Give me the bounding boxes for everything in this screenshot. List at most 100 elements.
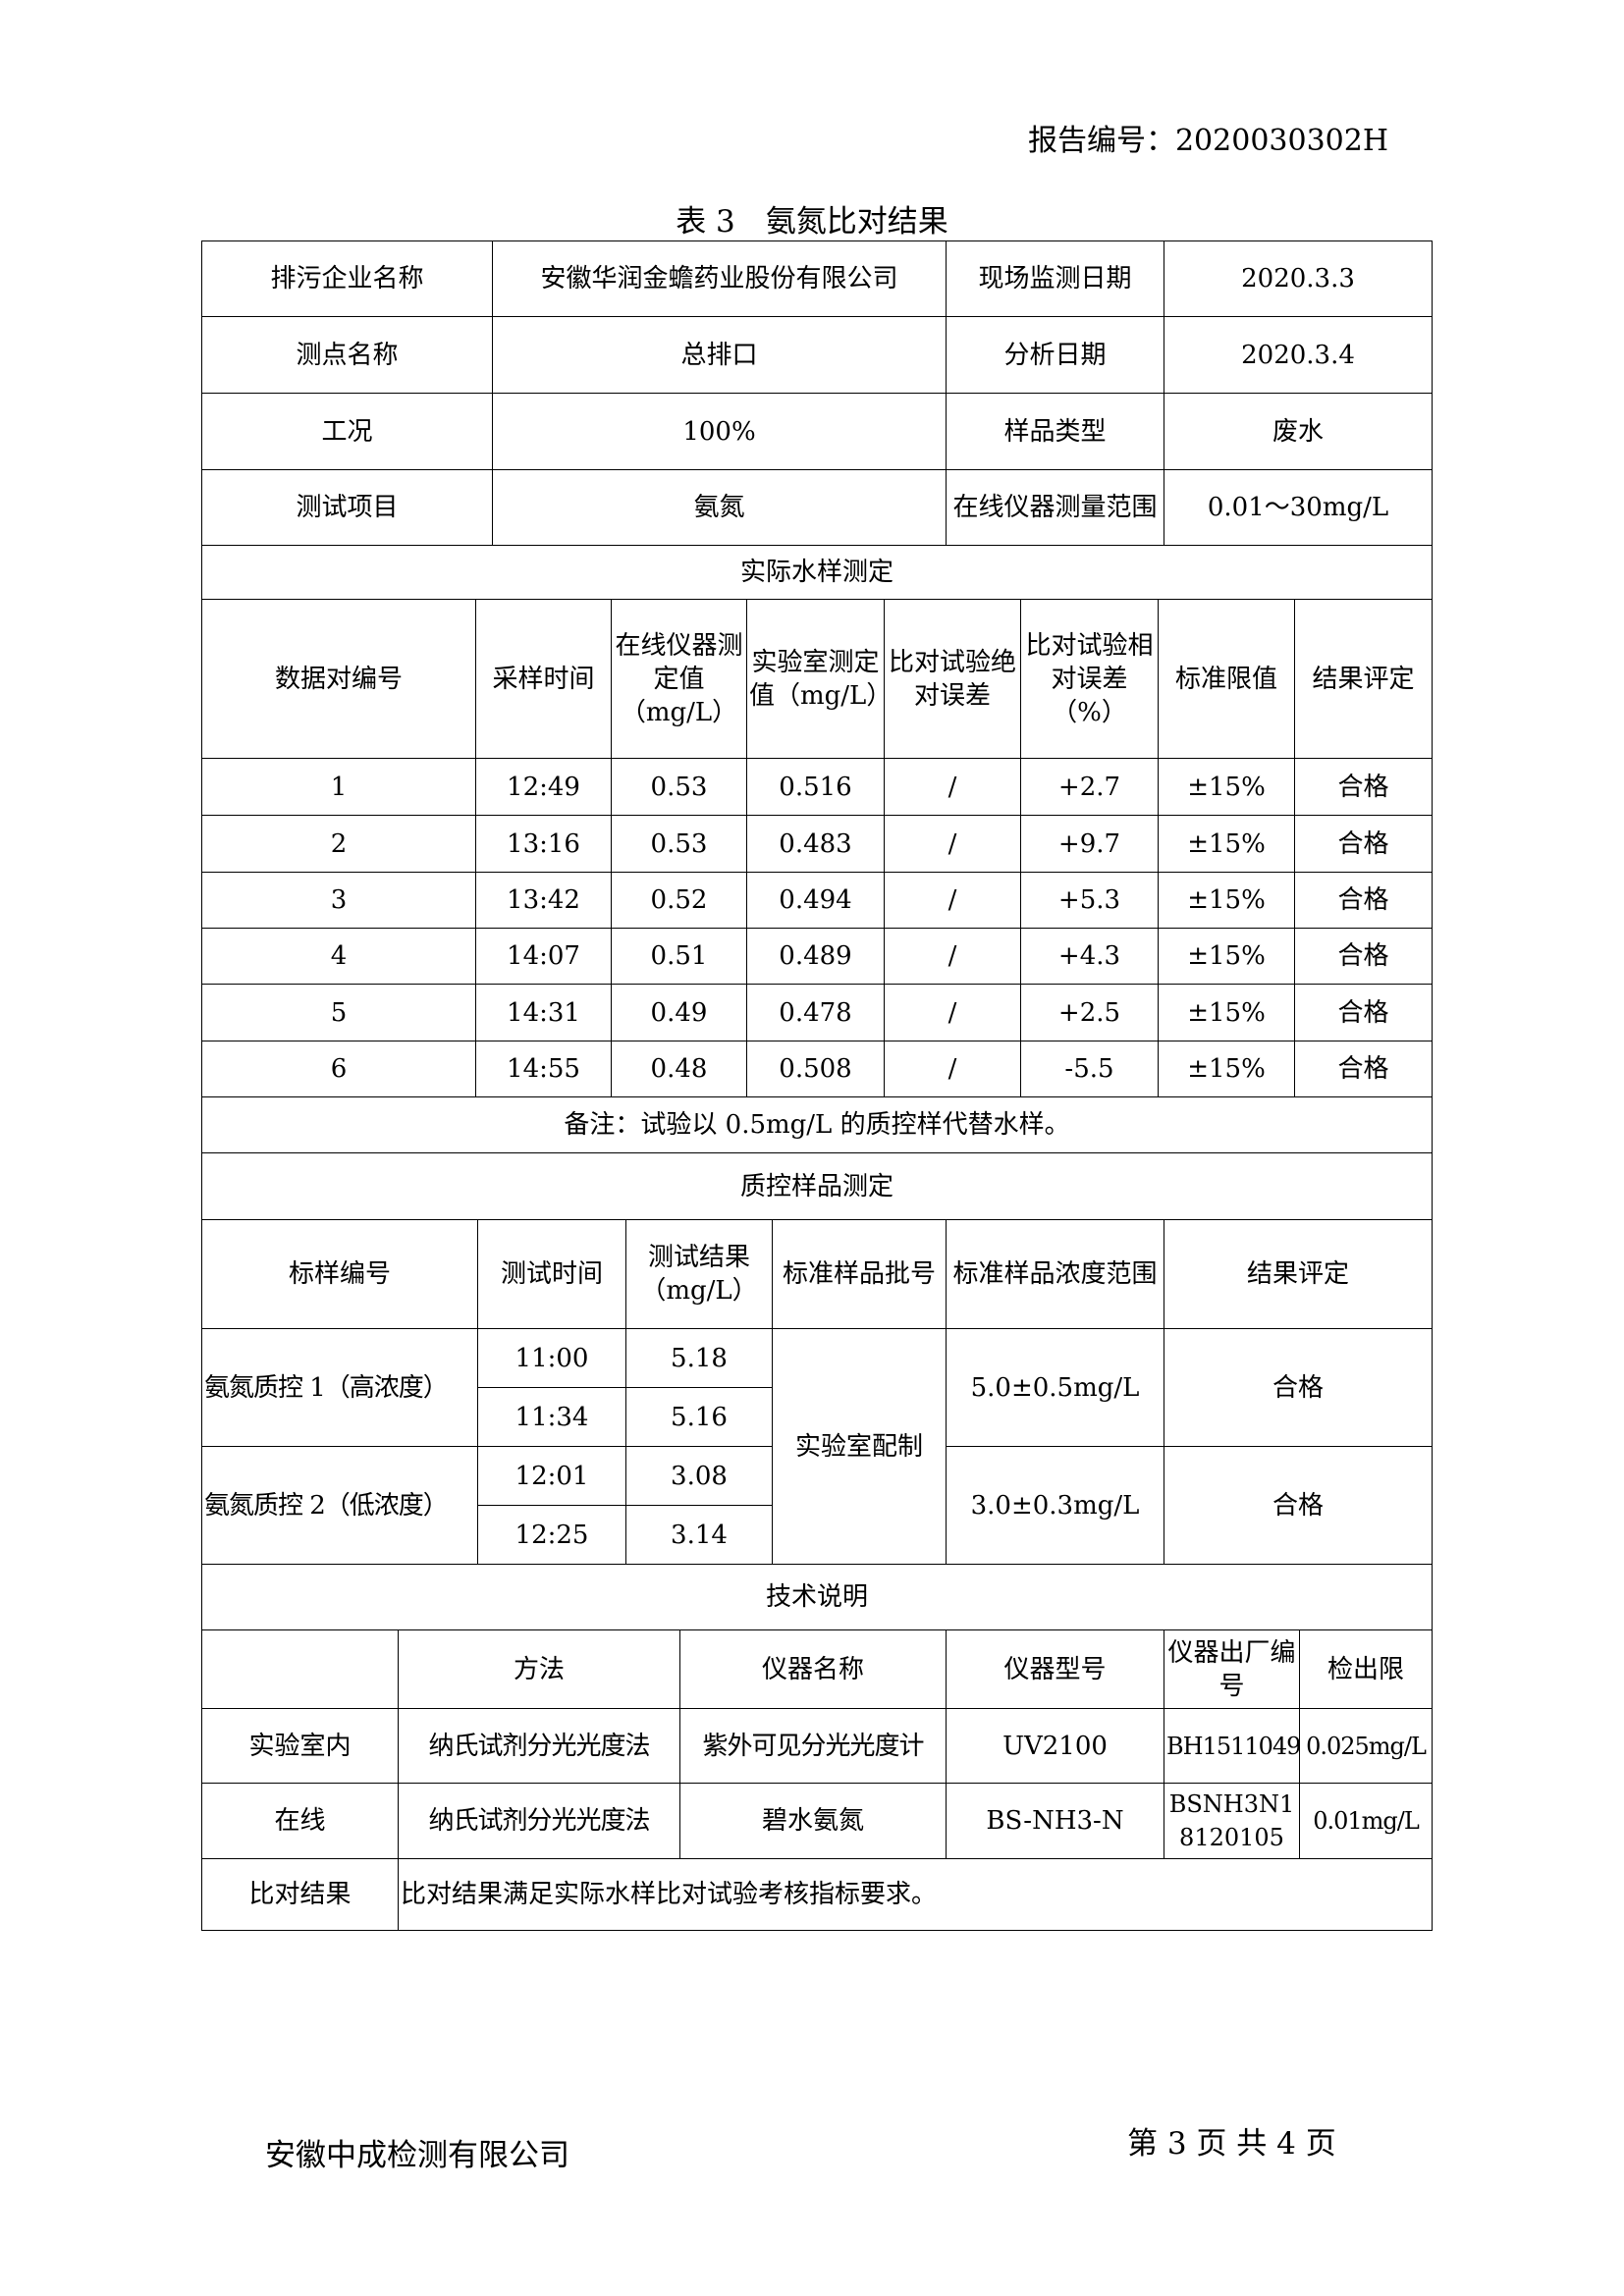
tech-cell: BSNH3N18120105 [1164,1783,1300,1859]
onsite-date-label: 现场监测日期 [946,240,1164,317]
tech-cell: BH1511049 [1164,1708,1300,1784]
tech-header [201,1629,399,1709]
actual-cell: 0.48 [611,1041,747,1097]
footer-company: 安徽中成检测有限公司 [265,2138,569,2173]
qc-sample-name: 氨氮质控 1（高浓度） [201,1328,478,1447]
qc-header: 测试结果（mg/L） [625,1219,773,1329]
item-label: 测试项目 [201,469,493,546]
qc-header: 标准样品浓度范围 [946,1219,1164,1329]
condition-label: 工况 [201,393,493,470]
tech-cell: 纳氏试剂分光光度法 [398,1708,680,1784]
tech-section-title: 技术说明 [201,1564,1433,1630]
point-label: 测点名称 [201,316,493,394]
item-value: 氨氮 [492,469,947,546]
actual-header: 结果评定 [1294,599,1433,759]
table-row: 2 13:16 0.53 0.483/+9.7 ±15% 合格 [201,815,1433,873]
qc-section-title: 质控样品测定 [201,1152,1433,1220]
table-row: 3 13:42 0.52 0.494/+5.3 ±15% 合格 [201,872,1433,929]
qc-result: 5.18 [625,1328,773,1388]
actual-cell: 0.483 [746,815,885,873]
actual-cell: / [884,758,1021,816]
qc-header: 标样编号 [201,1219,478,1329]
actual-cell: / [884,984,1021,1041]
actual-cell: 0.53 [611,815,747,873]
tech-cell: 0.025mg/L [1299,1708,1433,1784]
tech-cell: UV2100 [946,1708,1164,1784]
actual-cell: ±15% [1158,815,1295,873]
qc-time: 12:25 [477,1505,626,1565]
qc-sample-name: 氨氮质控 2（低浓度） [201,1446,478,1565]
sample-type-label: 样品类型 [946,393,1164,470]
actual-cell: 0.516 [746,758,885,816]
actual-section-title: 实际水样测定 [201,545,1433,600]
analysis-date-value: 2020.3.4 [1164,316,1433,394]
qc-range: 3.0±0.3mg/L [946,1446,1164,1565]
conclusion-label: 比对结果 [201,1858,399,1931]
tech-header: 仪器出厂编号 [1164,1629,1300,1709]
tech-cell: 实验室内 [201,1708,399,1784]
actual-cell: 0.53 [611,758,747,816]
qc-verdict: 合格 [1164,1328,1433,1447]
actual-cell: +9.7 [1020,815,1159,873]
actual-header: 在线仪器测定值（mg/L） [611,599,747,759]
table-row: 1 12:49 0.53 0.516/+2.7 ±15% 合格 [201,758,1433,816]
tech-header: 检出限 [1299,1629,1433,1709]
actual-cell: 13:42 [475,872,612,929]
actual-cell: 0.49 [611,984,747,1041]
qc-verdict: 合格 [1164,1446,1433,1565]
point-value: 总排口 [492,316,947,394]
table-title: 表 3 氨氮比对结果 [676,204,948,240]
range-value: 0.01～30mg/L [1164,469,1433,546]
actual-cell: / [884,928,1021,985]
actual-cell: 合格 [1294,872,1433,929]
actual-cell: ±15% [1158,928,1295,985]
actual-cell: +2.5 [1020,984,1159,1041]
actual-table: 数据对编号 采样时间 在线仪器测定值（mg/L） 实验室测定值（mg/L） 比对试验绝对… [201,599,1433,1220]
qc-table: 标样编号 测试时间 测试结果（mg/L） 标准样品批号 标准样品浓度范围 结果评… [201,1219,1433,1630]
qc-batch: 实验室配制 [772,1328,947,1565]
actual-cell: 2 [201,815,476,873]
actual-cell: 合格 [1294,1041,1433,1097]
actual-cell: 4 [201,928,476,985]
sample-type-value: 废水 [1164,393,1433,470]
company-value: 安徽华润金蟾药业股份有限公司 [492,240,947,317]
actual-cell: 合格 [1294,758,1433,816]
actual-cell: -5.5 [1020,1041,1159,1097]
actual-cell: / [884,815,1021,873]
actual-cell: 0.489 [746,928,885,985]
company-label: 排污企业名称 [201,240,493,317]
actual-cell: ±15% [1158,984,1295,1041]
tech-header: 仪器型号 [946,1629,1164,1709]
actual-cell: 14:31 [475,984,612,1041]
qc-time: 11:34 [477,1387,626,1447]
actual-cell: 3 [201,872,476,929]
tech-table: 方法 仪器名称 仪器型号 仪器出厂编号 检出限 实验室内 纳氏试剂分光光度法 紫… [201,1629,1433,1931]
actual-header: 比对试验相对误差（%） [1020,599,1159,759]
actual-cell: +4.3 [1020,928,1159,985]
actual-cell: 5 [201,984,476,1041]
tech-cell: 0.01mg/L [1299,1783,1433,1859]
actual-cell: 合格 [1294,928,1433,985]
actual-cell: / [884,872,1021,929]
actual-cell: / [884,1041,1021,1097]
qc-result: 3.08 [625,1446,773,1506]
actual-cell: 合格 [1294,815,1433,873]
tech-header: 方法 [398,1629,680,1709]
tech-cell: 紫外可见分光光度计 [679,1708,947,1784]
actual-cell: ±15% [1158,872,1295,929]
actual-cell: 14:07 [475,928,612,985]
actual-cell: 1 [201,758,476,816]
condition-value: 100% [492,393,947,470]
actual-header: 实验室测定值（mg/L） [746,599,885,759]
qc-range: 5.0±0.5mg/L [946,1328,1164,1447]
tech-cell: 在线 [201,1783,399,1859]
actual-header: 标准限值 [1158,599,1295,759]
qc-time: 12:01 [477,1446,626,1506]
onsite-date-value: 2020.3.3 [1164,240,1433,317]
actual-header: 采样时间 [475,599,612,759]
tech-cell: 纳氏试剂分光光度法 [398,1783,680,1859]
table-row: 4 14:07 0.51 0.489/+4.3 ±15% 合格 [201,928,1433,985]
page-number: 第 3 页 共 4 页 [1127,2126,1336,2162]
qc-time: 11:00 [477,1328,626,1388]
actual-cell: 13:16 [475,815,612,873]
